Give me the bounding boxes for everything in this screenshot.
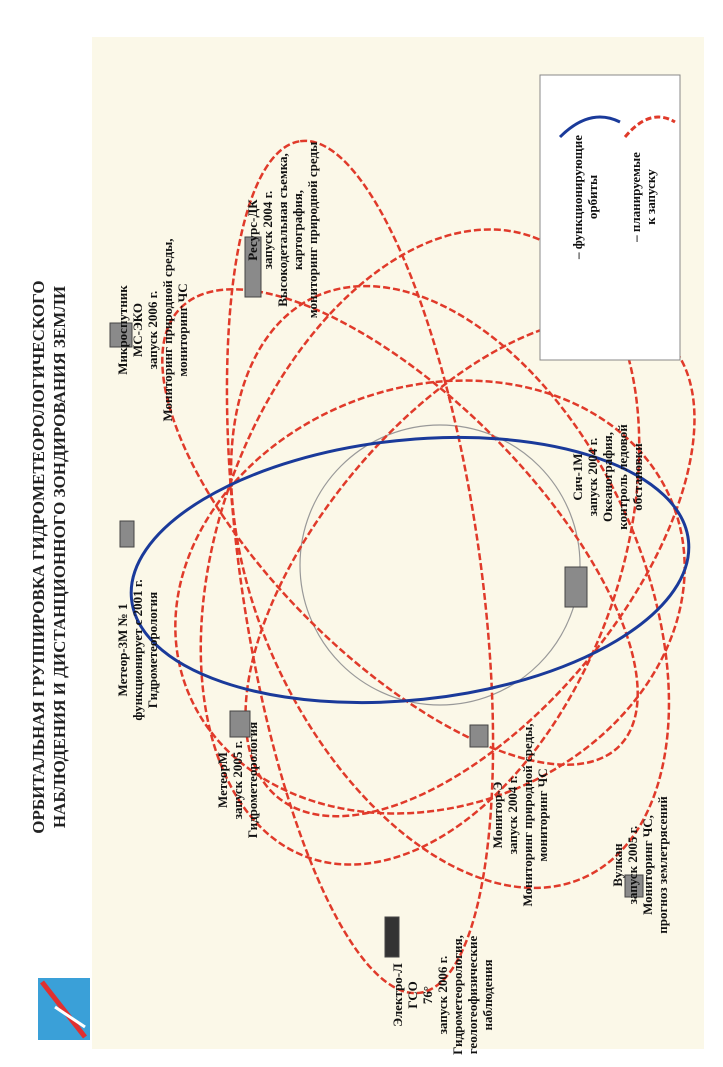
logo	[38, 978, 90, 1040]
label-line: Ресурс-ДК	[245, 142, 260, 318]
label-line: Монитор-Э	[490, 723, 505, 906]
title: ОРБИТАЛЬНАЯ ГРУППИРОВКА ГИДРОМЕТЕОРОЛОГИ…	[28, 167, 70, 947]
label-line: Мониторинг ЧС,	[640, 796, 655, 933]
label-line: наблюдения	[480, 935, 495, 1055]
label-line: контроль ледовой	[615, 424, 630, 529]
label-line: Мониторинг природной среды,	[160, 238, 175, 421]
label-line: Электро-Л	[390, 935, 405, 1055]
label-line: Вулкан	[610, 796, 625, 933]
label-line: картография,	[290, 142, 305, 318]
label-line: Сич-1М	[570, 424, 585, 529]
label-line: запуск 2005 г.	[625, 796, 640, 933]
label-line: Гидрометеорология,	[450, 935, 465, 1055]
label-line: ГСО	[405, 935, 420, 1055]
label-line: – планируемые	[628, 152, 643, 242]
label-line: запуск 2004 г.	[260, 142, 275, 318]
title-line: НАБЛЮДЕНИЯ И ДИСТАНЦИОННОГО ЗОНДИРОВАНИЯ…	[49, 167, 70, 947]
label-line: Мониторинг природной среды,	[520, 723, 535, 906]
label-line: запуск 2006 г.	[145, 238, 160, 421]
label-line: к запуску	[643, 152, 658, 242]
label-line: запуск 2004 г.	[585, 424, 600, 529]
slide: ОРБИТАЛЬНАЯ ГРУППИРОВКА ГИДРОМЕТЕОРОЛОГИ…	[0, 0, 723, 1067]
label-line: мониторинг природной среды	[305, 142, 320, 318]
label-line: Высокодетальная съемка,	[275, 142, 290, 318]
label-line: Гидрометеорология	[245, 722, 260, 838]
label-line: МетеорМ	[215, 722, 230, 838]
label-line: МС-ЭКО	[130, 238, 145, 421]
label-line: запуск 2004 г.	[505, 723, 520, 906]
label-line: орбиты	[585, 135, 600, 259]
label-line: Микроспутник	[115, 238, 130, 421]
label-line: – функционирующие	[570, 135, 585, 259]
label-line: Метеор-3М № 1	[115, 579, 130, 720]
label-line: мониторинг ЧС	[535, 723, 550, 906]
label-line: геологеофизические	[465, 935, 480, 1055]
label-line: прогноз землетрясений	[655, 796, 670, 933]
label-line: функционирует с 2001 г.	[130, 579, 145, 720]
label-line: Океанография,	[600, 424, 615, 529]
label-line: 76°	[420, 935, 435, 1055]
label-line: мониторинг ЧС	[175, 238, 190, 421]
title-line: ОРБИТАЛЬНАЯ ГРУППИРОВКА ГИДРОМЕТЕОРОЛОГИ…	[28, 167, 49, 947]
label-line: запуск 2005 г.	[230, 722, 245, 838]
label-line: Гидрометеорология	[145, 579, 160, 720]
label-line: запуск 2006 г.	[435, 935, 450, 1055]
page: ОРБИТАЛЬНАЯ ГРУППИРОВКА ГИДРОМЕТЕОРОЛОГИ…	[0, 0, 723, 1067]
label-line: обстановки	[630, 424, 645, 529]
